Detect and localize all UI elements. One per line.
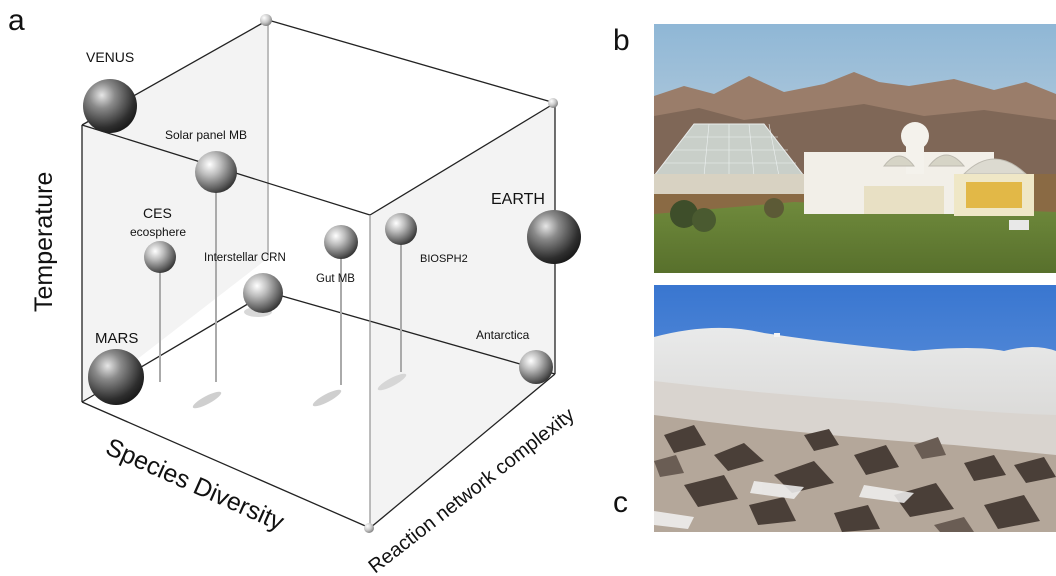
cube-edge xyxy=(81,401,371,529)
floor-shadow xyxy=(377,373,407,391)
sphere-earth xyxy=(527,210,581,264)
label-venus: VENUS xyxy=(86,49,134,65)
sphere-interstellar xyxy=(243,273,283,313)
sphere-mars xyxy=(88,349,144,405)
cube-right-face xyxy=(370,103,555,528)
corner-marker xyxy=(548,98,558,108)
cube-edge-hidden xyxy=(267,291,556,375)
label-biosph: BIOSPH2 xyxy=(420,253,468,265)
panel-label-a: a xyxy=(8,4,25,37)
cube-diagram: VENUS Solar panel MB CES ecosphere Inter… xyxy=(30,14,581,576)
cube-edge xyxy=(369,373,556,529)
photo-snowy-landscape xyxy=(654,285,1056,532)
panel-label-b: b xyxy=(613,24,630,57)
sphere-gut xyxy=(324,225,358,259)
floor-shadow xyxy=(312,389,342,407)
label-earth: EARTH xyxy=(491,191,545,208)
sphere-antarctica xyxy=(519,350,553,384)
axis-label-species-diversity: Species Diversity xyxy=(102,433,289,537)
corner-marker xyxy=(364,523,374,533)
corner-marker xyxy=(260,14,272,26)
label-antarctica: Antarctica xyxy=(476,328,530,342)
cube-edge xyxy=(369,102,556,216)
sphere-venus xyxy=(83,79,137,133)
label-ces: CES xyxy=(143,205,172,221)
label-interstellar: Interstellar CRN xyxy=(204,252,286,264)
sphere-biosph xyxy=(385,213,417,245)
label-ecosphere: ecosphere xyxy=(130,225,186,239)
label-gut: Gut MB xyxy=(316,273,355,285)
cube-edge xyxy=(267,19,556,104)
label-mars: MARS xyxy=(95,330,138,347)
sphere-ces xyxy=(144,241,176,273)
sphere-solar-panel xyxy=(195,151,237,193)
label-solar-panel: Solar panel MB xyxy=(165,128,247,142)
floor-shadow xyxy=(192,391,222,409)
photo-biosphere xyxy=(654,24,1056,273)
panel-label-c: c xyxy=(613,486,628,519)
axis-label-temperature: Temperature xyxy=(30,172,58,312)
